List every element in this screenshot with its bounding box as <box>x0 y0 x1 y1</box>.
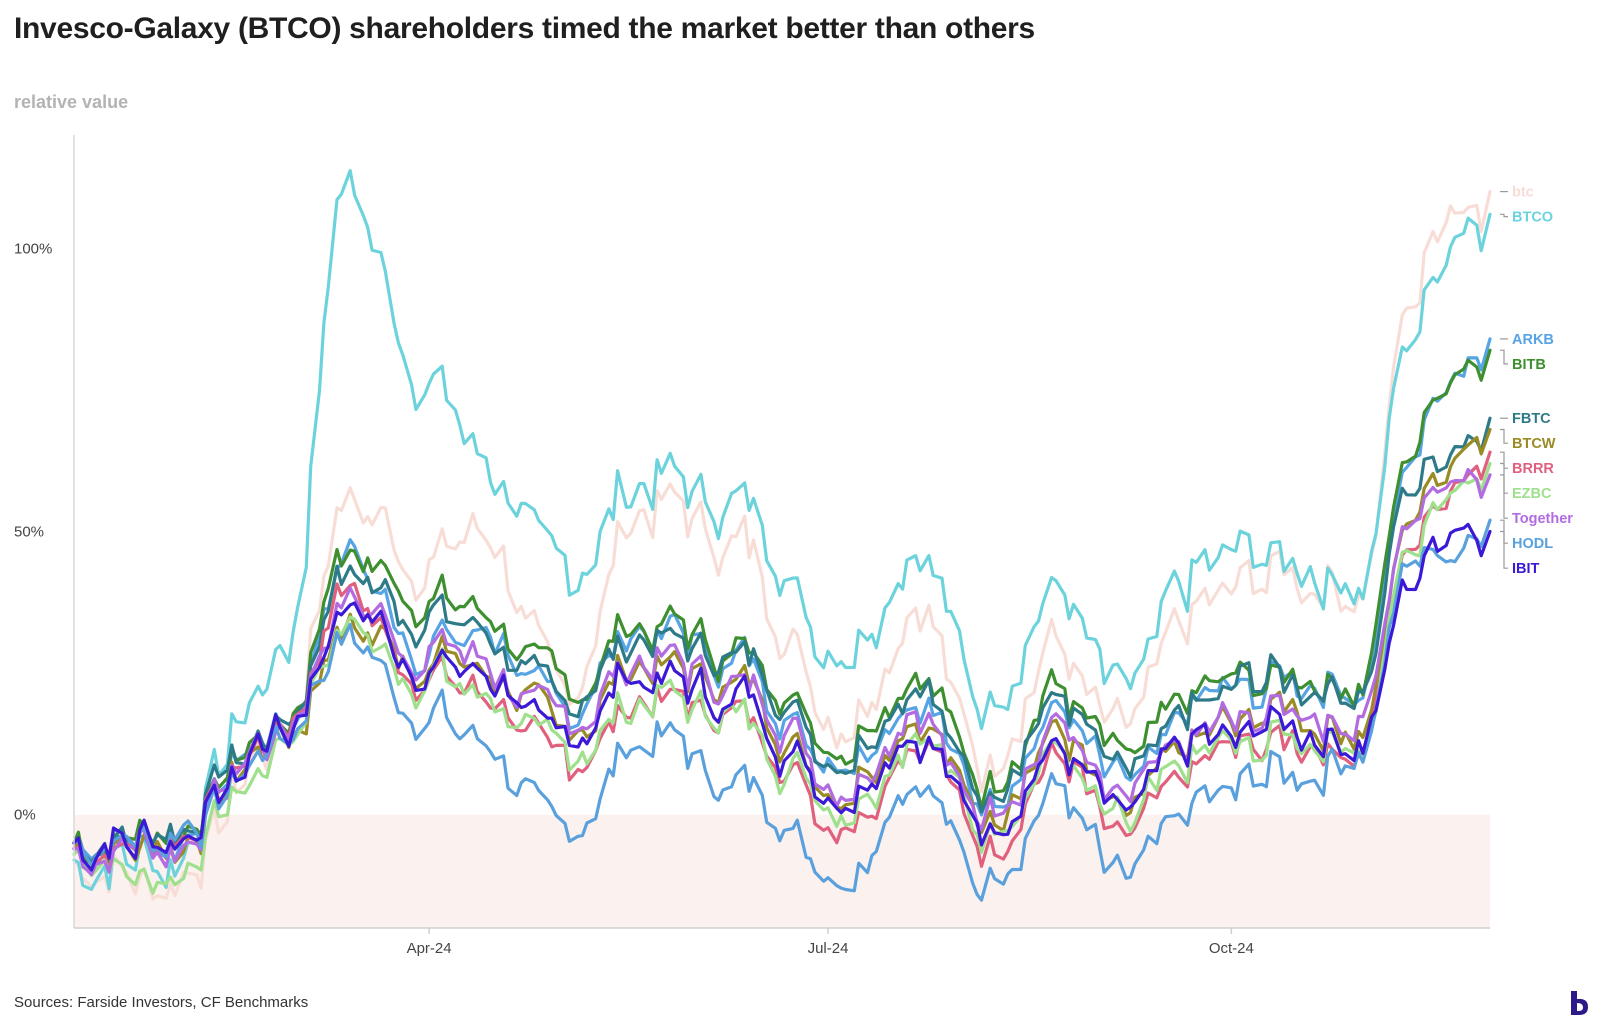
series-line-together <box>72 467 1492 877</box>
x-tick-label: Apr-24 <box>407 940 452 957</box>
series-line-btcw <box>72 427 1492 875</box>
series-line-fbtc <box>72 416 1492 868</box>
x-tick-label: Jul-24 <box>808 940 849 957</box>
x-ticks: Apr-24 Jul-24 Oct-24 <box>407 928 1254 957</box>
end-label-connector <box>1500 530 1508 569</box>
end-label-btc: btc <box>1512 185 1534 201</box>
end-label-brrr: BRRR <box>1512 461 1554 477</box>
end-label-connector <box>1500 451 1508 469</box>
series-line-ibit <box>72 522 1492 872</box>
series-line-btc <box>72 190 1492 901</box>
x-tick-label: Oct-24 <box>1209 940 1254 957</box>
end-label-fbtc: FBTC <box>1512 411 1551 427</box>
source-note: Sources: Farside Investors, CF Benchmark… <box>14 994 309 1011</box>
end-label-connector <box>1500 349 1508 365</box>
brand-logo-icon <box>1571 991 1588 1015</box>
y-tick-label: 50% <box>14 524 44 541</box>
end-label-btcw: BTCW <box>1512 436 1556 452</box>
end-label-arkb: ARKB <box>1512 332 1554 348</box>
end-label-btco: BTCO <box>1512 210 1553 226</box>
series-end-labels: btc BTCO ARKB BITB FBTC BTCW BRRR EZBC Together H… <box>1500 185 1573 577</box>
end-label-together: Together <box>1512 511 1573 527</box>
end-label-bitb: BITB <box>1512 357 1546 373</box>
end-label-connector <box>1500 474 1508 519</box>
y-tick-label: 0% <box>14 807 36 824</box>
chart-title: Invesco-Galaxy (BTCO) shareholders timed… <box>14 12 1035 45</box>
y-ticks: 0% 50% 100% <box>14 240 52 823</box>
y-tick-label: 100% <box>14 240 52 257</box>
end-label-connector <box>1500 213 1508 218</box>
series-lines <box>72 169 1492 902</box>
y-axis-label: relative value <box>14 92 129 112</box>
series-line-btco <box>72 169 1492 891</box>
end-label-connector <box>1500 428 1508 444</box>
end-label-ezbc: EZBC <box>1512 486 1552 502</box>
end-label-ibit: IBIT <box>1512 561 1540 577</box>
end-label-hodl: HODL <box>1512 536 1553 552</box>
